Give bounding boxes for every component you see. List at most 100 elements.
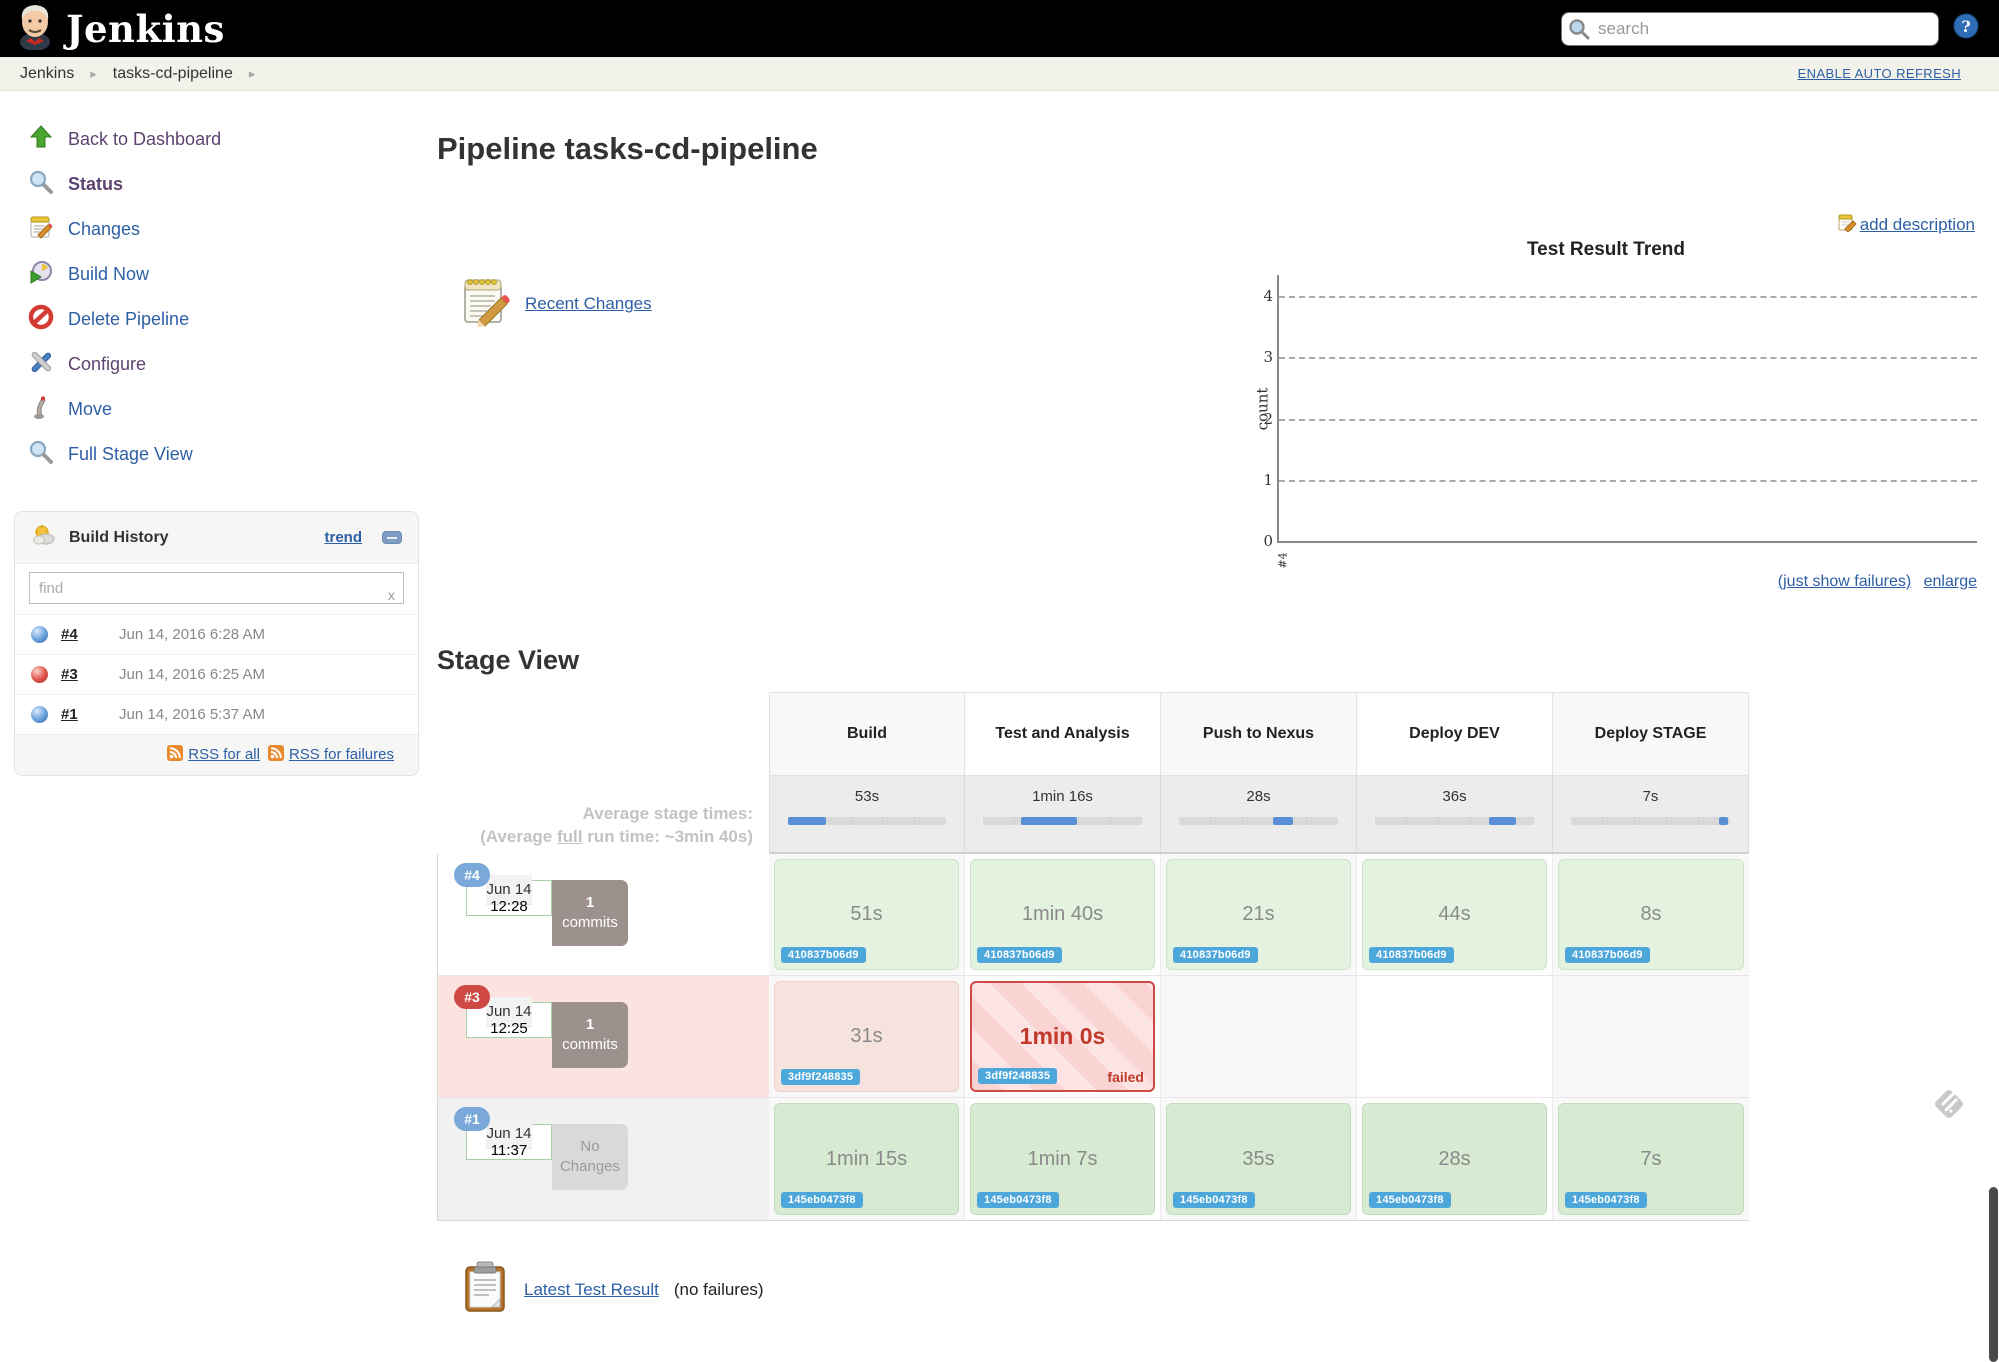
build-date-box[interactable]: Jun 14 11:37	[466, 1119, 552, 1160]
build-history-find-input[interactable]	[29, 572, 404, 604]
build-date: Jun 14, 2016 6:28 AM	[119, 626, 265, 643]
build-row-4: #4 Jun 14 12:28 1 commits 51s 410837b06d9	[438, 854, 1749, 976]
y-tick: 4	[1263, 287, 1273, 306]
trend-link[interactable]: trend	[324, 529, 363, 546]
status-ball-blue-icon	[31, 706, 48, 723]
commit-hash-badge: 410837b06d9	[1369, 947, 1454, 963]
commit-hash-badge: 145eb0473f8	[1369, 1192, 1451, 1208]
build-history-panel: Build History trend x #4 Jun 14, 2016 6:…	[14, 511, 419, 776]
build-date-box[interactable]: Jun 14 12:25	[466, 997, 552, 1038]
breadcrumb-item-jenkins[interactable]: Jenkins	[20, 64, 75, 82]
x-tick: #4	[1276, 552, 1290, 569]
stage-cell-failed[interactable]: 1min 0s 3df9f248835 failed	[970, 981, 1155, 1092]
stage-column-header: Deploy STAGE	[1553, 692, 1749, 776]
move-icon	[28, 394, 54, 425]
help-icon[interactable]: ?	[1953, 13, 1979, 44]
chart-title: Test Result Trend	[1526, 239, 1685, 260]
stage-cell[interactable]: 21s 410837b06d9	[1166, 859, 1351, 970]
sidebar-item-back-to-dashboard[interactable]: Back to Dashboard	[14, 117, 419, 162]
build-date: Jun 14, 2016 6:25 AM	[119, 666, 265, 683]
jenkins-logo[interactable]	[14, 2, 56, 55]
clipboard-icon	[461, 1261, 509, 1318]
enlarge-link[interactable]: enlarge	[1923, 573, 1977, 590]
search-icon	[1568, 18, 1591, 46]
weather-icon	[31, 524, 57, 551]
chevron-right-icon: ▸	[90, 65, 97, 81]
add-description-link[interactable]: add description	[1859, 215, 1975, 234]
average-stage-time: 36s	[1357, 776, 1553, 854]
commit-hash-badge: 410837b06d9	[977, 947, 1062, 963]
search-input[interactable]	[1561, 11, 1939, 46]
status-ball-blue-icon	[31, 626, 48, 643]
breadcrumb: Jenkins ▸ tasks-cd-pipeline ▸ ENABLE AUT…	[0, 57, 1999, 91]
rss-for-all-link[interactable]: RSS for all	[188, 746, 260, 763]
stage-cell[interactable]: 1min 7s 145eb0473f8	[970, 1103, 1155, 1215]
commits-box[interactable]: 1 commits	[552, 1002, 628, 1068]
rss-icon	[167, 745, 184, 761]
scrollbar-thumb[interactable]	[1989, 1187, 1998, 1362]
page-title: Pipeline tasks-cd-pipeline	[437, 131, 818, 166]
recent-changes-link[interactable]: Recent Changes	[525, 293, 652, 313]
commit-hash-badge: 410837b06d9	[1565, 947, 1650, 963]
average-stage-time: 1min 16s	[965, 776, 1161, 854]
stage-timing-bar	[1375, 817, 1534, 825]
build-number-badge[interactable]: #3	[454, 985, 490, 1009]
build-date-box[interactable]: Jun 14 12:28	[466, 875, 552, 916]
commit-hash-badge: 410837b06d9	[781, 947, 866, 963]
stage-cell[interactable]: 31s 3df9f248835	[774, 981, 959, 1092]
commits-box[interactable]: 1 commits	[552, 880, 628, 946]
gridline	[1279, 418, 1977, 421]
svg-text:?: ?	[1961, 17, 1970, 36]
build-number-badge[interactable]: #4	[454, 863, 490, 887]
sidebar-item-move[interactable]: Move	[14, 387, 419, 432]
test-result-trend-chart: Test Result Trend count 4 3 2 1 0 #4	[1235, 239, 1977, 591]
recent-changes-icon	[461, 275, 511, 332]
clear-find-icon[interactable]: x	[388, 586, 395, 603]
commit-hash-badge: 3df9f248835	[978, 1068, 1058, 1084]
average-stage-time: 53s	[769, 776, 965, 854]
sidebar: Back to Dashboard Status	[0, 91, 437, 1318]
stage-cell-empty	[1161, 976, 1357, 1097]
stage-cell[interactable]: 1min 40s 410837b06d9	[970, 859, 1155, 970]
breadcrumb-item-pipeline[interactable]: tasks-cd-pipeline	[112, 64, 233, 82]
latest-test-result: Latest Test Result (no failures)	[461, 1261, 1977, 1318]
build-number-badge[interactable]: #1	[454, 1107, 490, 1131]
sidebar-item-delete-pipeline[interactable]: Delete Pipeline	[14, 297, 419, 342]
commit-hash-badge: 410837b06d9	[1173, 947, 1258, 963]
stage-cell-empty	[1553, 976, 1749, 1097]
app-title[interactable]: Jenkins	[66, 6, 225, 51]
stage-column-header: Deploy DEV	[1357, 692, 1553, 776]
stage-cell[interactable]: 7s 145eb0473f8	[1558, 1103, 1744, 1215]
just-show-failures-link[interactable]: (just show failures)	[1777, 573, 1912, 590]
build-link[interactable]: #3	[61, 666, 78, 683]
stage-column-header: Push to Nexus	[1161, 692, 1357, 776]
stage-timing-bar	[983, 817, 1142, 825]
build-history-row: #4 Jun 14, 2016 6:28 AM	[15, 614, 418, 654]
stage-cell[interactable]: 44s 410837b06d9	[1362, 859, 1547, 970]
stage-cell[interactable]: 8s 410837b06d9	[1558, 859, 1744, 970]
build-link[interactable]: #4	[61, 626, 78, 643]
enable-auto-refresh-link[interactable]: ENABLE AUTO REFRESH	[1797, 66, 1961, 81]
stage-cell[interactable]: 28s 145eb0473f8	[1362, 1103, 1547, 1215]
commit-hash-badge: 145eb0473f8	[1173, 1192, 1255, 1208]
stage-cell[interactable]: 51s 410837b06d9	[774, 859, 959, 970]
sidebar-item-changes[interactable]: Changes	[14, 207, 419, 252]
sidebar-item-status[interactable]: Status	[14, 162, 419, 207]
no-failures-text: (no failures)	[673, 1279, 764, 1299]
stage-cell[interactable]: 1min 15s 145eb0473f8	[774, 1103, 959, 1215]
failed-label: failed	[1107, 1069, 1144, 1085]
gridline	[1279, 296, 1977, 299]
stage-view-header: Average stage times: (Average full run t…	[437, 692, 1749, 854]
build-link[interactable]: #1	[61, 706, 78, 723]
sidebar-item-full-stage-view[interactable]: Full Stage View	[14, 432, 419, 477]
sidebar-item-build-now[interactable]: Build Now	[14, 252, 419, 297]
collapse-icon[interactable]	[382, 531, 402, 544]
latest-test-result-link[interactable]: Latest Test Result	[524, 1279, 659, 1299]
stage-cell[interactable]: 35s 145eb0473f8	[1166, 1103, 1351, 1215]
stage-view-title: Stage View	[437, 645, 580, 675]
rss-for-failures-link[interactable]: RSS for failures	[288, 746, 394, 763]
stage-view-plugin-logo	[1929, 1084, 1969, 1129]
stage-timing-bar	[1179, 817, 1338, 825]
sidebar-item-configure[interactable]: Configure	[14, 342, 419, 387]
